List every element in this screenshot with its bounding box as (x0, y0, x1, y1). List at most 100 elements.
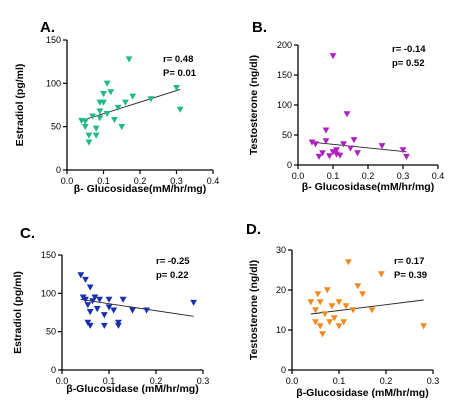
data-point (314, 291, 322, 298)
data-point (319, 331, 326, 338)
data-point (85, 139, 93, 146)
data-point (330, 315, 338, 322)
x-tick-label: 0.0 (286, 376, 299, 386)
data-point (326, 153, 333, 160)
y-tick-label: 30 (276, 245, 286, 255)
data-point (321, 311, 329, 318)
data-point (147, 96, 155, 103)
x-tick-label: 0.3 (427, 376, 440, 386)
chart-panel: C. 0.0 0.1 0.2 0.3 0 50 100 150 β-Glucosidase (mM… (12, 225, 209, 395)
x-axis-title: β-Glucosidase (mM/hr/mg) (296, 387, 428, 399)
data-point (316, 299, 324, 306)
data-point (100, 91, 107, 98)
y-tick-label: 150 (41, 250, 56, 260)
y-tick-label: 50 (46, 327, 56, 337)
trend-line (310, 299, 424, 315)
data-point (340, 319, 348, 326)
data-point (335, 299, 343, 306)
stat-label: r= 0.17 (394, 256, 424, 267)
data-point (118, 123, 126, 131)
data-point (77, 272, 85, 279)
data-point (350, 137, 358, 144)
stat-label: r= -0.25 (156, 256, 190, 267)
data-point (333, 147, 340, 154)
data-point (89, 113, 96, 120)
x-tick-label: 0.2 (134, 176, 147, 186)
data-point (345, 259, 352, 266)
y-tick-label: 20 (276, 285, 286, 295)
x-tick-label: 0.3 (397, 171, 410, 181)
y-tick-label: 0 (56, 165, 61, 175)
data-point (377, 271, 385, 278)
chart-panel: D. 0.0 0.1 0.2 0.3 0 10 20 30 β-Glucosidase (mM/h… (246, 221, 439, 399)
data-point (420, 323, 427, 330)
data-point (82, 296, 89, 303)
x-tick-label: 0.1 (327, 171, 340, 181)
data-point (81, 118, 89, 125)
x-tick-label: 0.1 (333, 376, 346, 386)
y-axis-title: Testosterone (ng/dl) (248, 55, 260, 155)
data-point (319, 150, 326, 157)
data-point (86, 284, 94, 291)
data-point (115, 319, 122, 326)
data-point (316, 323, 324, 330)
data-point (368, 307, 376, 314)
data-point (323, 287, 331, 294)
y-tick-label: 50 (282, 130, 292, 140)
y-tick-label: 150 (277, 70, 292, 80)
data-point (89, 298, 96, 305)
panel-label: D. (246, 221, 261, 238)
data-point (336, 152, 344, 159)
x-tick-label: 0.0 (61, 176, 74, 186)
data-point (403, 153, 410, 160)
x-axis-title: β- Glucosidase(mM/hr/mg) (74, 183, 206, 195)
x-tick-label: 0.1 (103, 376, 116, 386)
data-point (100, 312, 108, 319)
data-point (107, 89, 115, 96)
data-point (399, 147, 407, 154)
x-tick-label: 0.2 (380, 376, 393, 386)
data-point (329, 53, 337, 60)
chart-panel: A. 0.0 0.1 0.2 0.3 0.4 0 50 100 150 β- Glucosidase… (14, 19, 219, 195)
stat-label: r= 0.48 (163, 54, 193, 65)
stat-label: p= 0.22 (156, 270, 188, 281)
trend-line (311, 141, 407, 153)
data-point (81, 123, 89, 131)
x-tick-label: 0.3 (170, 176, 183, 186)
stat-label: r= -0.14 (392, 44, 426, 55)
data-point (378, 143, 386, 150)
y-axis-title: Estradiol (pg/ml) (14, 64, 26, 147)
chart-panel: B. 0.0 0.1 0.2 0.3 0.4 0 50 100 150 200 β- Glucosid… (248, 19, 444, 193)
y-tick-label: 50 (51, 122, 61, 132)
data-point (312, 141, 319, 148)
y-axis-title: Testosterone (ng/dl) (248, 260, 260, 360)
x-tick-label: 0.0 (56, 376, 69, 386)
y-tick-label: 0 (287, 160, 292, 170)
stat-label: P= 0.01 (163, 68, 197, 79)
data-point (111, 117, 118, 124)
stat-label: P= 0.39 (394, 270, 427, 281)
data-point (328, 303, 336, 310)
data-point (93, 305, 101, 313)
data-point (190, 299, 197, 306)
data-point (354, 150, 361, 157)
data-point (173, 84, 180, 92)
y-tick-label: 150 (46, 35, 61, 45)
x-tick-label: 0.4 (207, 176, 220, 186)
data-point (349, 307, 357, 314)
data-point (115, 322, 122, 329)
y-axis-title: Estradiol (pg/ml) (12, 271, 24, 354)
x-axis-title: β-Glucosidase (mM/hr/mg) (66, 383, 198, 395)
y-tick-label: 10 (276, 325, 286, 335)
data-point (82, 276, 89, 283)
data-point (125, 56, 133, 63)
data-point (85, 132, 93, 139)
data-point (143, 307, 150, 314)
panel-label: A. (40, 19, 55, 36)
data-point (119, 296, 127, 303)
data-point (84, 302, 92, 309)
data-point (342, 303, 350, 310)
data-point (91, 294, 99, 301)
data-point (100, 322, 108, 329)
